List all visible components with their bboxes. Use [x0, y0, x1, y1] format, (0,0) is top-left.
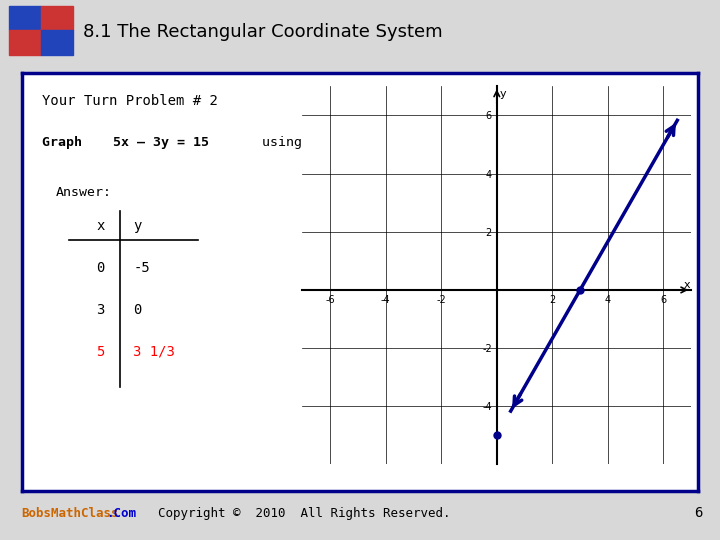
- Bar: [9, 30, 41, 55]
- Text: intercept: intercept: [350, 136, 422, 148]
- Text: y: y: [500, 89, 506, 99]
- Text: 8.1 The Rectangular Coordinate System: 8.1 The Rectangular Coordinate System: [83, 23, 442, 42]
- Text: Copyright ©  2010  All Rights Reserved.: Copyright © 2010 All Rights Reserved.: [143, 507, 450, 520]
- Bar: [41, 6, 73, 30]
- Text: x: x: [96, 219, 104, 233]
- Bar: [9, 6, 41, 30]
- Text: 3: 3: [96, 303, 104, 317]
- Text: BobsMathClass: BobsMathClass: [22, 507, 119, 520]
- Text: method.: method.: [434, 136, 498, 148]
- Text: x: x: [684, 280, 690, 289]
- Text: using the: using the: [262, 136, 342, 148]
- Text: y: y: [133, 219, 142, 233]
- Text: 3 1/3: 3 1/3: [133, 345, 175, 359]
- Text: -5: -5: [133, 261, 150, 275]
- Text: 6: 6: [694, 507, 703, 520]
- Text: .Com: .Com: [107, 507, 137, 520]
- Text: 0: 0: [96, 261, 104, 275]
- Text: Graph: Graph: [42, 136, 90, 148]
- Text: Answer:: Answer:: [55, 186, 112, 199]
- Text: 5x – 3y = 15: 5x – 3y = 15: [113, 136, 217, 148]
- Text: Your Turn Problem # 2: Your Turn Problem # 2: [42, 94, 217, 108]
- Text: 0: 0: [133, 303, 142, 317]
- Bar: [41, 30, 73, 55]
- Text: 5: 5: [96, 345, 104, 359]
